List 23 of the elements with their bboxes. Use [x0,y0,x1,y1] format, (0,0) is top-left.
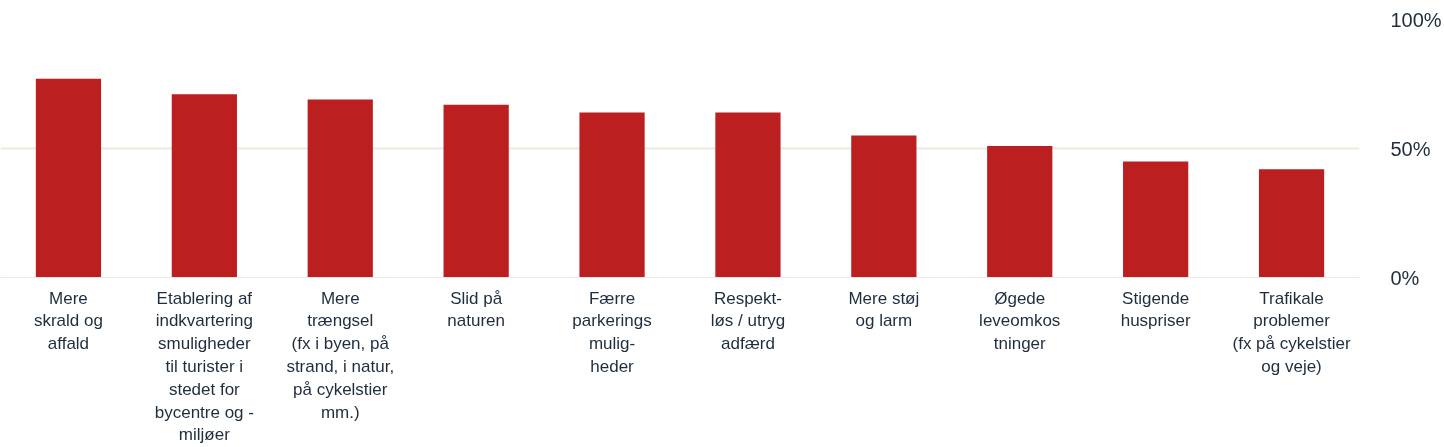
x-tick-label: Slid på naturen [447,288,505,331]
bar [715,112,781,278]
x-tick-label: Mere skrald og affald [33,288,103,354]
bar [171,94,237,278]
bar [851,135,917,278]
y-tick-label: 100% [1390,8,1442,31]
x-tick-label: Færre parkerings mulig- heder [572,288,652,376]
bar [1123,161,1189,278]
bar [579,112,645,278]
bar [307,99,373,278]
bar [443,104,509,278]
x-tick-label: Mere støj og larm [848,288,920,331]
x-tick-label: Mere trængsel (fx i byen, på strand, i natur, på cykelstier mm.) [286,288,395,422]
bar [1258,169,1325,278]
y-tick-label: 50% [1390,137,1431,160]
bar [987,145,1053,278]
x-tick-label: Respekt- løs / utryg adfærd [710,288,786,354]
x-tick-label: Stigende huspriser [1120,288,1191,331]
x-tick-label: Øgede leveomkos tninger [979,288,1061,354]
x-tick-label: Etablering af indkvartering smuligheder til turister i stedet for bycentre og - miljøer [154,288,254,445]
y-tick-label: 0% [1390,266,1420,289]
bar [35,78,102,278]
x-tick-label: Trafikale problemer (fx på cykelstier og veje) [1232,288,1351,376]
